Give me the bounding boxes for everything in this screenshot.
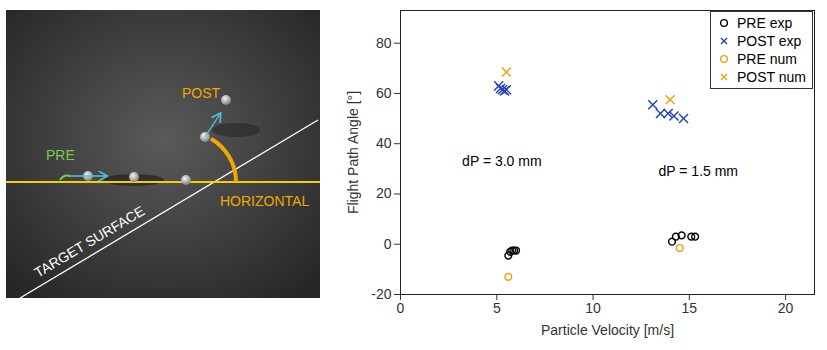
svg-text:0: 0: [397, 300, 405, 316]
html-text:POST exp: POST exp: [737, 33, 802, 49]
html-text:PRE exp: PRE exp: [737, 15, 793, 31]
svg-text:PRE: PRE: [46, 147, 75, 163]
svg-text:40: 40: [376, 135, 392, 151]
svg-text:20: 20: [376, 185, 392, 201]
svg-text:60: 60: [376, 85, 392, 101]
html-text:PRE num: PRE num: [737, 51, 797, 67]
svg-text:dP = 3.0 mm: dP = 3.0 mm: [462, 153, 542, 169]
svg-text:10: 10: [585, 300, 601, 316]
html-text:POST num: POST num: [737, 69, 806, 85]
svg-text:TARGET SURFACE: TARGET SURFACE: [31, 203, 147, 281]
svg-text:HORIZONTAL: HORIZONTAL: [220, 193, 309, 209]
svg-text:15: 15: [682, 300, 698, 316]
svg-text:0: 0: [384, 236, 392, 252]
svg-text:Flight Path Angle [°]: Flight Path Angle [°]: [345, 91, 361, 214]
svg-text:5: 5: [493, 300, 501, 316]
svg-text:80: 80: [376, 35, 392, 51]
svg-text:20: 20: [778, 300, 794, 316]
svg-text:Particle Velocity [m/s]: Particle Velocity [m/s]: [541, 322, 674, 338]
svg-text:dP = 1.5 mm: dP = 1.5 mm: [659, 163, 739, 179]
svg-text:POST: POST: [182, 85, 221, 101]
svg-text:-20: -20: [371, 286, 391, 302]
